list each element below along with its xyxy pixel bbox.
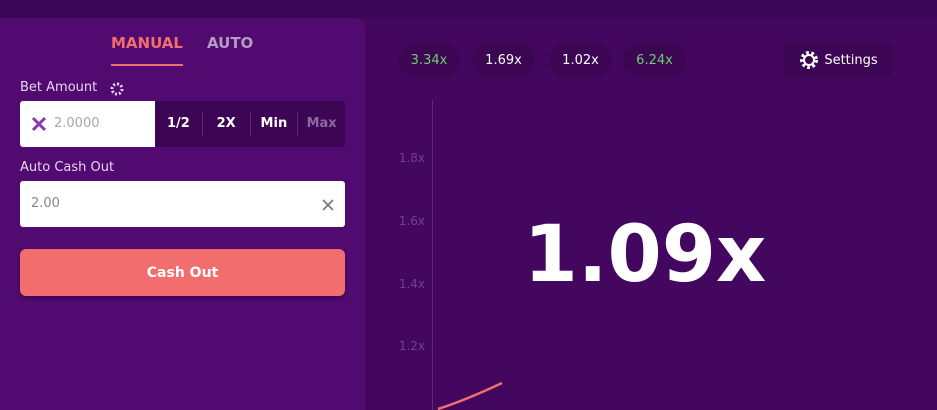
settings-button[interactable]: Settings — [783, 42, 893, 78]
auto-cash-out-input[interactable] — [20, 181, 345, 227]
cash-out-button[interactable]: Cash Out — [20, 249, 345, 296]
min-button[interactable]: Min — [249, 112, 298, 136]
axis-label: 1.6x — [398, 214, 425, 228]
bet-buttons: 1/2 2X Min Max — [155, 101, 345, 147]
axis-label: 1.4x — [398, 277, 425, 291]
clear-icon[interactable] — [322, 199, 334, 211]
history-pill: 1.02x — [549, 42, 612, 78]
currency-icon — [31, 116, 47, 132]
settings-label: Settings — [824, 52, 878, 68]
settings-icon[interactable] — [109, 81, 125, 97]
auto-cash-out-value: 2.00 — [31, 196, 60, 211]
max-button[interactable]: Max — [297, 112, 345, 136]
tab-manual[interactable]: MANUAL — [111, 34, 183, 52]
top-bar — [0, 0, 937, 18]
tab-underline — [111, 64, 183, 66]
tab-auto[interactable]: AUTO — [207, 34, 254, 52]
history-pill: 3.34x — [398, 42, 460, 78]
bet-placeholder: 2.0000 — [54, 116, 100, 131]
graph-axis — [432, 100, 433, 410]
multiplier: 1.09x — [523, 210, 767, 300]
axis-label: 1.2x — [398, 339, 425, 353]
auto-cash-out-label: Auto Cash Out — [20, 160, 115, 175]
axis-label: 1.8x — [398, 151, 425, 165]
bet-input[interactable] — [20, 101, 155, 147]
half-button[interactable]: 1/2 — [166, 116, 190, 131]
bet-amount-label: Bet Amount — [20, 80, 98, 95]
gear-icon — [800, 51, 819, 69]
double-button[interactable]: 2X — [201, 112, 250, 136]
history-pill: 1.69x — [472, 42, 535, 78]
history-pill: 6.24x — [623, 42, 686, 78]
crash-curve — [437, 381, 503, 410]
